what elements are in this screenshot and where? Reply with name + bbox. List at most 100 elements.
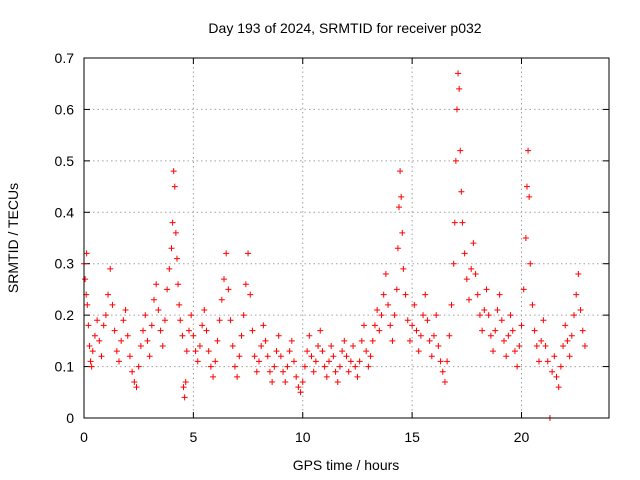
data-point (437, 358, 444, 365)
data-point (240, 312, 247, 319)
data-point (218, 296, 225, 303)
data-point (251, 353, 258, 360)
data-point (312, 358, 319, 365)
data-point (330, 353, 337, 360)
data-point (453, 106, 460, 113)
data-point (485, 312, 492, 319)
data-point (319, 348, 326, 355)
data-point (352, 363, 359, 370)
x-tick-label: 0 (80, 429, 88, 445)
data-point (212, 358, 219, 365)
data-point (231, 363, 238, 370)
data-point (113, 348, 120, 355)
grid (84, 58, 609, 418)
x-tick-label: 10 (295, 429, 311, 445)
data-point (334, 379, 341, 385)
data-point (387, 322, 394, 329)
data-point (269, 379, 276, 385)
data-point (417, 332, 424, 339)
data-point (568, 332, 575, 339)
data-point (216, 317, 223, 324)
data-point (456, 85, 463, 92)
data-point (371, 322, 378, 329)
data-point (118, 337, 125, 344)
data-point (457, 147, 464, 154)
data-point (171, 183, 178, 190)
data-point (516, 343, 523, 349)
data-point (511, 348, 518, 355)
data-point (527, 260, 534, 267)
x-tick-label: 5 (189, 429, 197, 445)
data-point (458, 188, 465, 195)
data-point (301, 363, 308, 370)
data-point (271, 363, 278, 370)
data-point (361, 322, 367, 329)
data-point (91, 332, 98, 339)
data-point (109, 301, 116, 308)
data-point (343, 353, 350, 360)
data-point (451, 219, 458, 226)
data-point (308, 353, 315, 360)
data-point (536, 358, 542, 365)
data-point (459, 219, 466, 226)
data-point (505, 332, 512, 339)
data-point (468, 265, 475, 272)
data-point (470, 240, 477, 247)
data-point (448, 301, 455, 308)
data-point (286, 348, 293, 355)
data-point (83, 250, 90, 257)
data-point (88, 363, 95, 370)
data-point (199, 322, 206, 329)
data-point (341, 337, 348, 344)
y-tick-label: 0.1 (55, 359, 75, 375)
data-point (264, 353, 271, 360)
data-point (529, 301, 536, 308)
data-point (581, 343, 588, 349)
data-point (159, 343, 166, 349)
data-point (363, 348, 370, 355)
data-point (137, 343, 144, 349)
data-point (538, 337, 545, 344)
data-point (472, 271, 479, 277)
data-point (82, 276, 89, 283)
data-point (84, 301, 91, 308)
data-point (345, 368, 352, 375)
data-point (323, 373, 330, 380)
data-point (205, 348, 212, 355)
data-point (444, 358, 451, 365)
data-point (367, 353, 374, 360)
data-point (280, 368, 287, 375)
data-point (426, 337, 433, 344)
data-point (238, 332, 245, 339)
y-tick-label: 0.3 (55, 256, 75, 272)
data-point (210, 373, 217, 380)
data-point (490, 348, 497, 355)
data-point (391, 312, 398, 319)
data-point (173, 255, 180, 262)
data-point (144, 337, 151, 344)
data-point (304, 348, 311, 355)
plot-frame (83, 57, 610, 419)
data-point (122, 307, 129, 313)
data-point (164, 286, 171, 293)
data-point (557, 363, 564, 370)
data-point (277, 353, 284, 360)
data-point (85, 322, 92, 329)
data-point (374, 307, 381, 313)
data-point (168, 245, 175, 252)
data-point (413, 327, 420, 334)
data-point (336, 363, 343, 370)
data-point (474, 291, 481, 298)
data-point (225, 286, 232, 293)
data-point (501, 337, 507, 344)
data-point (531, 327, 538, 334)
data-point (446, 332, 453, 339)
data-point (400, 265, 407, 272)
data-point (365, 363, 372, 370)
x-axis-label: GPS time / hours (293, 457, 400, 473)
data-point (236, 353, 243, 360)
data-point (461, 250, 468, 257)
data-point (282, 379, 289, 385)
data-point (192, 348, 199, 355)
